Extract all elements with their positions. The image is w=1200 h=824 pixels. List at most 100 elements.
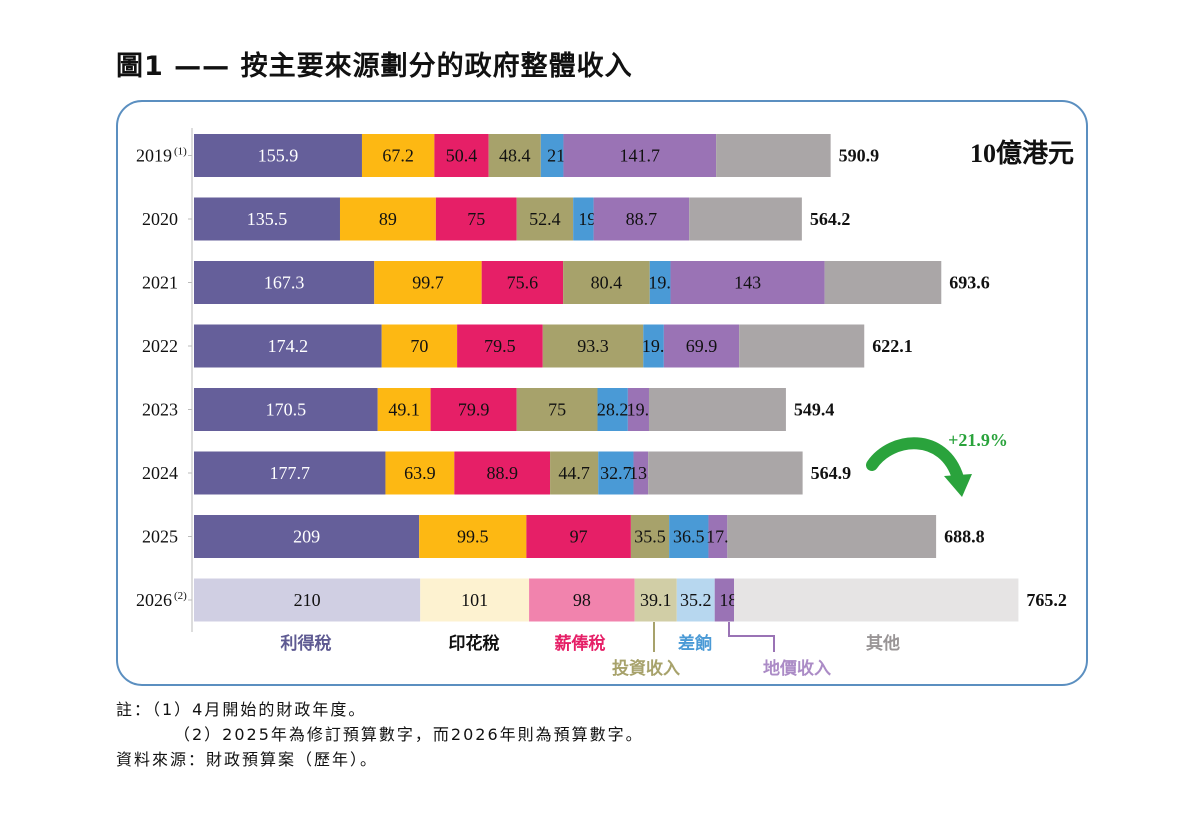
bar-segment: [419, 515, 527, 558]
bar-segment: [630, 515, 670, 558]
category-label: 2024: [142, 463, 178, 483]
segment-value-label: 39.1: [640, 590, 672, 610]
bar-segment: [689, 197, 802, 241]
unit-label: 10億港元: [970, 139, 1074, 168]
category-label: 2025: [142, 527, 178, 547]
segment-value-label: 89: [379, 209, 397, 229]
bar-segment: [457, 324, 543, 368]
chart-panel: [116, 100, 1088, 686]
bar-segment: [430, 388, 517, 431]
segment-value-label: 167.3: [264, 273, 305, 293]
bar-segment: [377, 388, 431, 431]
segment-value-label: 79.9: [458, 400, 490, 420]
total-label: 693.6: [949, 273, 990, 293]
segment-value-label: 210: [294, 590, 321, 610]
total-label: 590.9: [839, 146, 880, 166]
legend-label: 其他: [866, 633, 900, 654]
segment-value-label: 101: [461, 590, 488, 610]
legend-label: 地價收入: [763, 658, 831, 679]
bar-segment: [194, 578, 421, 622]
segment-value-label: 75: [548, 400, 566, 420]
bar-segment: [669, 515, 709, 558]
bar-segment: [708, 515, 728, 558]
segment-value-label: 35.5: [634, 527, 666, 547]
legend-label: 印花稅: [449, 633, 500, 654]
bar-segment: [361, 134, 435, 177]
bar-segment: [627, 388, 649, 431]
segment-value-label: 70: [410, 336, 428, 356]
bar-segment: [676, 578, 715, 622]
category-label: 2019: [136, 146, 172, 166]
segment-value-label: 36.5: [673, 527, 705, 547]
bar-segment: [194, 197, 340, 241]
segment-value-label: 18: [719, 590, 737, 610]
bar-segment: [734, 578, 1019, 622]
total-label: 688.8: [944, 527, 985, 547]
bar-segment: [194, 261, 375, 304]
segment-value-label: 63.9: [404, 463, 436, 483]
bar-segment: [648, 388, 786, 431]
category-label: 2021: [142, 273, 178, 293]
legend-leader-land: [728, 622, 775, 652]
segment-value-label: 177.7: [269, 463, 310, 483]
bar-segment: [516, 388, 598, 431]
legend-label: 薪俸稅: [555, 633, 606, 654]
bar-segment: [714, 578, 735, 622]
bar-segment: [526, 515, 631, 558]
bar-segment: [633, 451, 649, 495]
bar-segment: [194, 134, 362, 177]
segment-value-label: 135.5: [247, 209, 288, 229]
stacked-bar-chart: 2019 (1) 155.9 67.2 50.4 48.4 21 141.7 590.9 2020…: [136, 128, 1074, 679]
segment-value-label: 141.7: [620, 146, 661, 166]
growth-arrow: [866, 437, 964, 484]
segment-value-label: 98: [573, 590, 591, 610]
bar-segment: [643, 324, 664, 368]
category-superscript: (1): [174, 146, 187, 158]
bar-segment: [194, 324, 382, 368]
segment-value-label: 93.3: [577, 336, 609, 356]
segment-value-label: 79.5: [484, 336, 516, 356]
total-label: 564.2: [810, 209, 851, 229]
segment-value-label: 80.4: [591, 273, 623, 293]
bar-segment: [194, 451, 386, 495]
segment-value-label: 28.2: [597, 400, 629, 420]
segment-value-label: 209: [293, 527, 320, 547]
segment-value-label: 69.9: [686, 336, 718, 356]
category-label: 2023: [142, 400, 178, 420]
segment-value-label: 155.9: [258, 146, 299, 166]
segment-value-label: 52.4: [529, 209, 561, 229]
segment-value-label: 174.2: [268, 336, 309, 356]
bar-segment: [540, 134, 564, 177]
bar-segment: [634, 578, 677, 622]
bar-segment: [739, 324, 865, 368]
segment-value-label: 32.7: [600, 463, 632, 483]
segment-value-label: 44.7: [558, 463, 590, 483]
bar-segment: [339, 197, 436, 241]
segment-value-label: 99.5: [457, 527, 489, 547]
growth-annotation: +21.9%: [948, 430, 1008, 450]
growth-arrow-head: [944, 474, 972, 497]
bar-segment: [488, 134, 541, 177]
category-superscript: (2): [174, 590, 187, 602]
bar-segment: [563, 261, 650, 304]
segment-value-label: 143: [734, 273, 761, 293]
chart-notes: 註：（1）4月開始的財政年度。 （2）2025年為修訂預算數字，而2026年則為…: [116, 697, 644, 772]
segment-value-label: 88.9: [486, 463, 518, 483]
segment-value-label: 49.1: [388, 400, 420, 420]
bar-segment: [374, 261, 482, 304]
bar-segment: [550, 451, 599, 495]
bar-segment: [648, 451, 803, 495]
bar-segment: [381, 324, 458, 368]
segment-value-label: 99.7: [412, 273, 444, 293]
segment-value-label: 21: [547, 146, 565, 166]
category-label: 2022: [142, 336, 178, 356]
segment-value-label: 35.2: [680, 590, 712, 610]
bar-segment: [529, 578, 635, 622]
source-note: 資料來源：財政預算案（歷年）。: [116, 750, 379, 769]
note-2: （2）2025年為修訂預算數字，而2026年則為預算數字。: [174, 725, 644, 744]
bar-segment: [824, 261, 942, 304]
bar-segment: [194, 388, 378, 431]
segment-value-label: 75.6: [507, 273, 539, 293]
bar-segment: [481, 261, 564, 304]
bar-segment: [516, 197, 574, 241]
